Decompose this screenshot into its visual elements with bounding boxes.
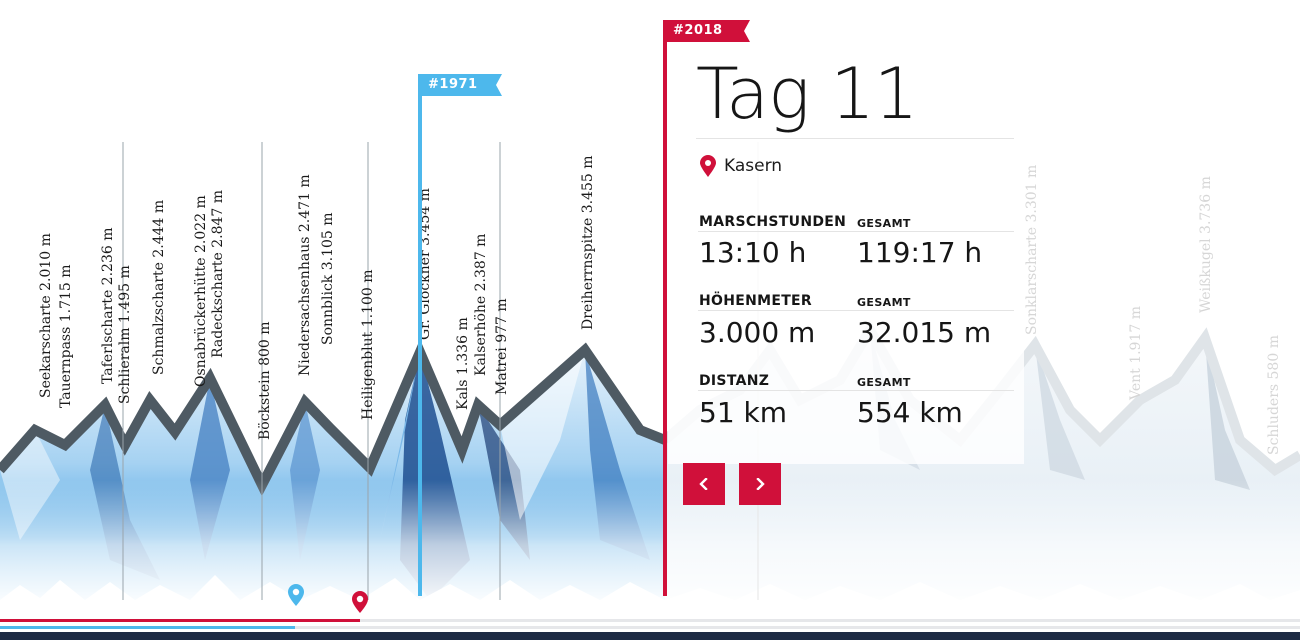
- peak-label: Taferlscharte 2.236 m: [100, 228, 116, 384]
- current-flag-tail: [740, 20, 750, 42]
- faded-peak-label: Weißkugel 3.736 m: [1198, 176, 1214, 313]
- stat-total-label: GESAMT: [857, 296, 911, 309]
- stat-total-label: GESAMT: [857, 217, 911, 230]
- peak-label: Böckstein 800 m: [257, 321, 273, 440]
- progress-track[interactable]: [0, 619, 1300, 640]
- location: Kasern: [700, 153, 782, 179]
- stat-divider: [698, 390, 1014, 391]
- next-day-button[interactable]: [739, 463, 781, 505]
- peak-label: Kals 1.336 m: [455, 317, 471, 410]
- location-name: Kasern: [724, 156, 783, 176]
- peak-label: Schmalzscharte 2.444 m: [151, 200, 167, 375]
- current-flag-pole: [663, 20, 667, 596]
- peak-label: Osnabrückerhütte 2.022 m: [193, 195, 209, 387]
- peak-label: Tauernpass 1.715 m: [58, 264, 74, 408]
- stat-total-label: GESAMT: [857, 376, 911, 389]
- stat-label-hoehenmeter: HÖHENMETER: [699, 293, 813, 309]
- faded-peak-label: Sonklarscharte 3.301 m: [1024, 165, 1040, 335]
- stat-value-marschstunden: 13:10 h: [699, 236, 807, 269]
- current-flag[interactable]: #2018: [663, 20, 743, 42]
- peak-label: Seekarscharte 2.010 m: [38, 233, 54, 398]
- historic-flag-tail: [492, 74, 502, 96]
- location-pin-icon: [700, 155, 716, 177]
- peak-label: Sonnblick 3.105 m: [320, 212, 336, 345]
- historic-progress-bar: [0, 626, 295, 629]
- chevron-left-icon: [699, 478, 708, 490]
- stat-label-distanz: DISTANZ: [699, 373, 770, 389]
- peak-label: Niedersachsenhaus 2.471 m: [297, 174, 313, 376]
- peak-label: Kalserhöhe 2.387 m: [473, 234, 489, 376]
- historic-flag-label: #1971: [428, 77, 478, 92]
- current-flag-label: #2018: [673, 23, 723, 38]
- title-divider: [696, 138, 1014, 139]
- current-progress-bar: [0, 619, 360, 622]
- stat-total-hoehenmeter: 32.015 m: [857, 316, 992, 349]
- stat-divider: [698, 310, 1014, 311]
- previous-day-button[interactable]: [683, 463, 725, 505]
- faded-peak-label: Schluders 580 m: [1266, 335, 1282, 455]
- historic-flag[interactable]: #1971: [418, 74, 496, 96]
- peak-label: Radeckscharte 2.847 m: [210, 190, 226, 358]
- faded-peak-label: Vent 1.917 m: [1128, 306, 1144, 401]
- day-info-panel: [668, 40, 1024, 464]
- peak-label: Dreiherrnspitze 3.455 m: [580, 155, 596, 330]
- peak-label: Heiligenblut 1.100 m: [360, 269, 376, 420]
- peak-labels: Seekarscharte 2.010 m Tauernpass 1.715 m…: [38, 155, 1282, 455]
- stat-total-marschstunden: 119:17 h: [857, 236, 983, 269]
- stat-value-distanz: 51 km: [699, 396, 788, 429]
- peak-label: Matrei 977 m: [494, 298, 510, 395]
- stat-divider: [698, 231, 1014, 232]
- peak-label: Schlieralm 1.495 m: [117, 265, 133, 404]
- chevron-right-icon: [756, 478, 765, 490]
- stat-total-distanz: 554 km: [857, 396, 963, 429]
- current-position-pin-icon[interactable]: [352, 591, 368, 613]
- day-title: Tag 11: [696, 53, 918, 135]
- stat-value-hoehenmeter: 3.000 m: [699, 316, 816, 349]
- historic-position-pin-icon[interactable]: [288, 584, 304, 606]
- historic-flag-pole: [418, 74, 422, 596]
- stat-label-marschstunden: MARSCHSTUNDEN: [699, 214, 847, 230]
